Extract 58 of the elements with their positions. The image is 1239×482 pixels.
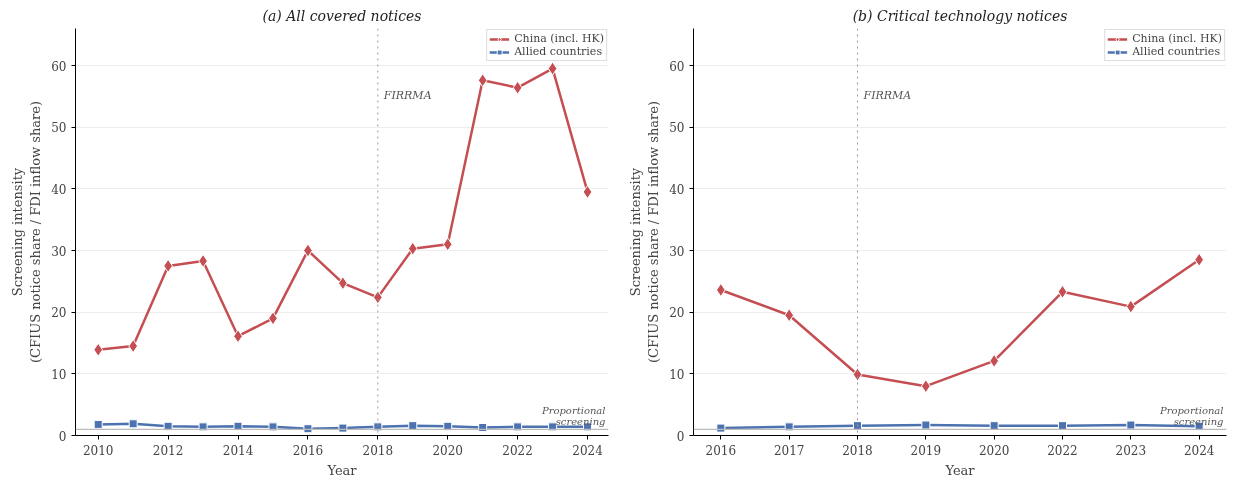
ref-line-label: FIRRMA	[382, 88, 432, 102]
x-tick-label: 2016	[292, 443, 324, 458]
y-tick-label: 10	[51, 367, 67, 382]
point	[1057, 284, 1068, 299]
y-axis-title: Screening intensity (CFIUS notice share / FDI inflow share)	[628, 101, 662, 363]
x-tick-label: 2020	[432, 443, 463, 458]
point	[921, 420, 931, 430]
y-tick-label: 50	[669, 121, 685, 136]
chart-title: (a) All covered notices	[262, 7, 422, 24]
legend-label: China (incl. HK)	[1132, 32, 1222, 45]
x-tick-label: 2019	[910, 443, 942, 458]
x-tick-label: 2022	[502, 443, 533, 458]
x-tick-label: 2018	[842, 443, 873, 458]
point	[407, 241, 418, 256]
x-tick-label: 2024	[1183, 443, 1215, 458]
y-tick-label: 0	[58, 429, 67, 444]
y-tick-label: 60	[51, 59, 67, 74]
chart-title: (b) Critical technology notices	[852, 7, 1068, 24]
x-tick-label: 2017	[773, 443, 805, 458]
point	[582, 184, 593, 199]
x-axis-title: Year	[944, 462, 976, 478]
y-tick-label: 50	[51, 121, 67, 136]
ref-line-label: Proportional screening	[540, 405, 606, 428]
x-tick-label: 2024	[572, 443, 604, 458]
point	[442, 237, 453, 252]
point	[93, 342, 104, 357]
point	[1126, 420, 1136, 430]
x-tick-label: 2010	[82, 443, 114, 458]
x-tick-label: 2014	[222, 443, 254, 458]
legend-label: China (incl. HK)	[514, 32, 604, 45]
y-tick-label: 20	[51, 306, 67, 321]
point	[477, 73, 488, 88]
y-tick-label: 0	[676, 429, 685, 444]
point	[512, 80, 523, 95]
x-tick-label: 2022	[1047, 443, 1078, 458]
x-tick-label: 2020	[978, 443, 1010, 458]
point	[372, 290, 383, 305]
y-tick-label: 60	[669, 59, 685, 74]
x-tick-label: 2018	[362, 443, 394, 458]
y-tick-label: 30	[669, 244, 685, 259]
y-tick-label: 40	[51, 182, 67, 197]
legend-label: Allied countries	[1132, 45, 1221, 58]
y-tick-label: 40	[669, 182, 685, 197]
y-tick-label: 30	[51, 244, 67, 259]
ref-line-label: Proportional screening	[1158, 405, 1224, 428]
x-axis-title: Year	[326, 462, 358, 478]
y-axis-title: Screening intensity (CFIUS notice share / FDI inflow share)	[10, 101, 44, 363]
ref-line-label: FIRRMA	[862, 88, 912, 102]
point	[547, 61, 558, 76]
point	[128, 419, 138, 429]
x-tick-label: 2012	[152, 443, 184, 458]
x-tick-label: 2023	[1115, 443, 1147, 458]
x-tick-label: 2016	[705, 443, 737, 458]
point	[93, 419, 103, 429]
y-tick-label: 10	[669, 367, 685, 382]
y-tick-label: 20	[669, 306, 685, 321]
legend-label: Allied countries	[514, 45, 603, 58]
point	[852, 367, 863, 382]
